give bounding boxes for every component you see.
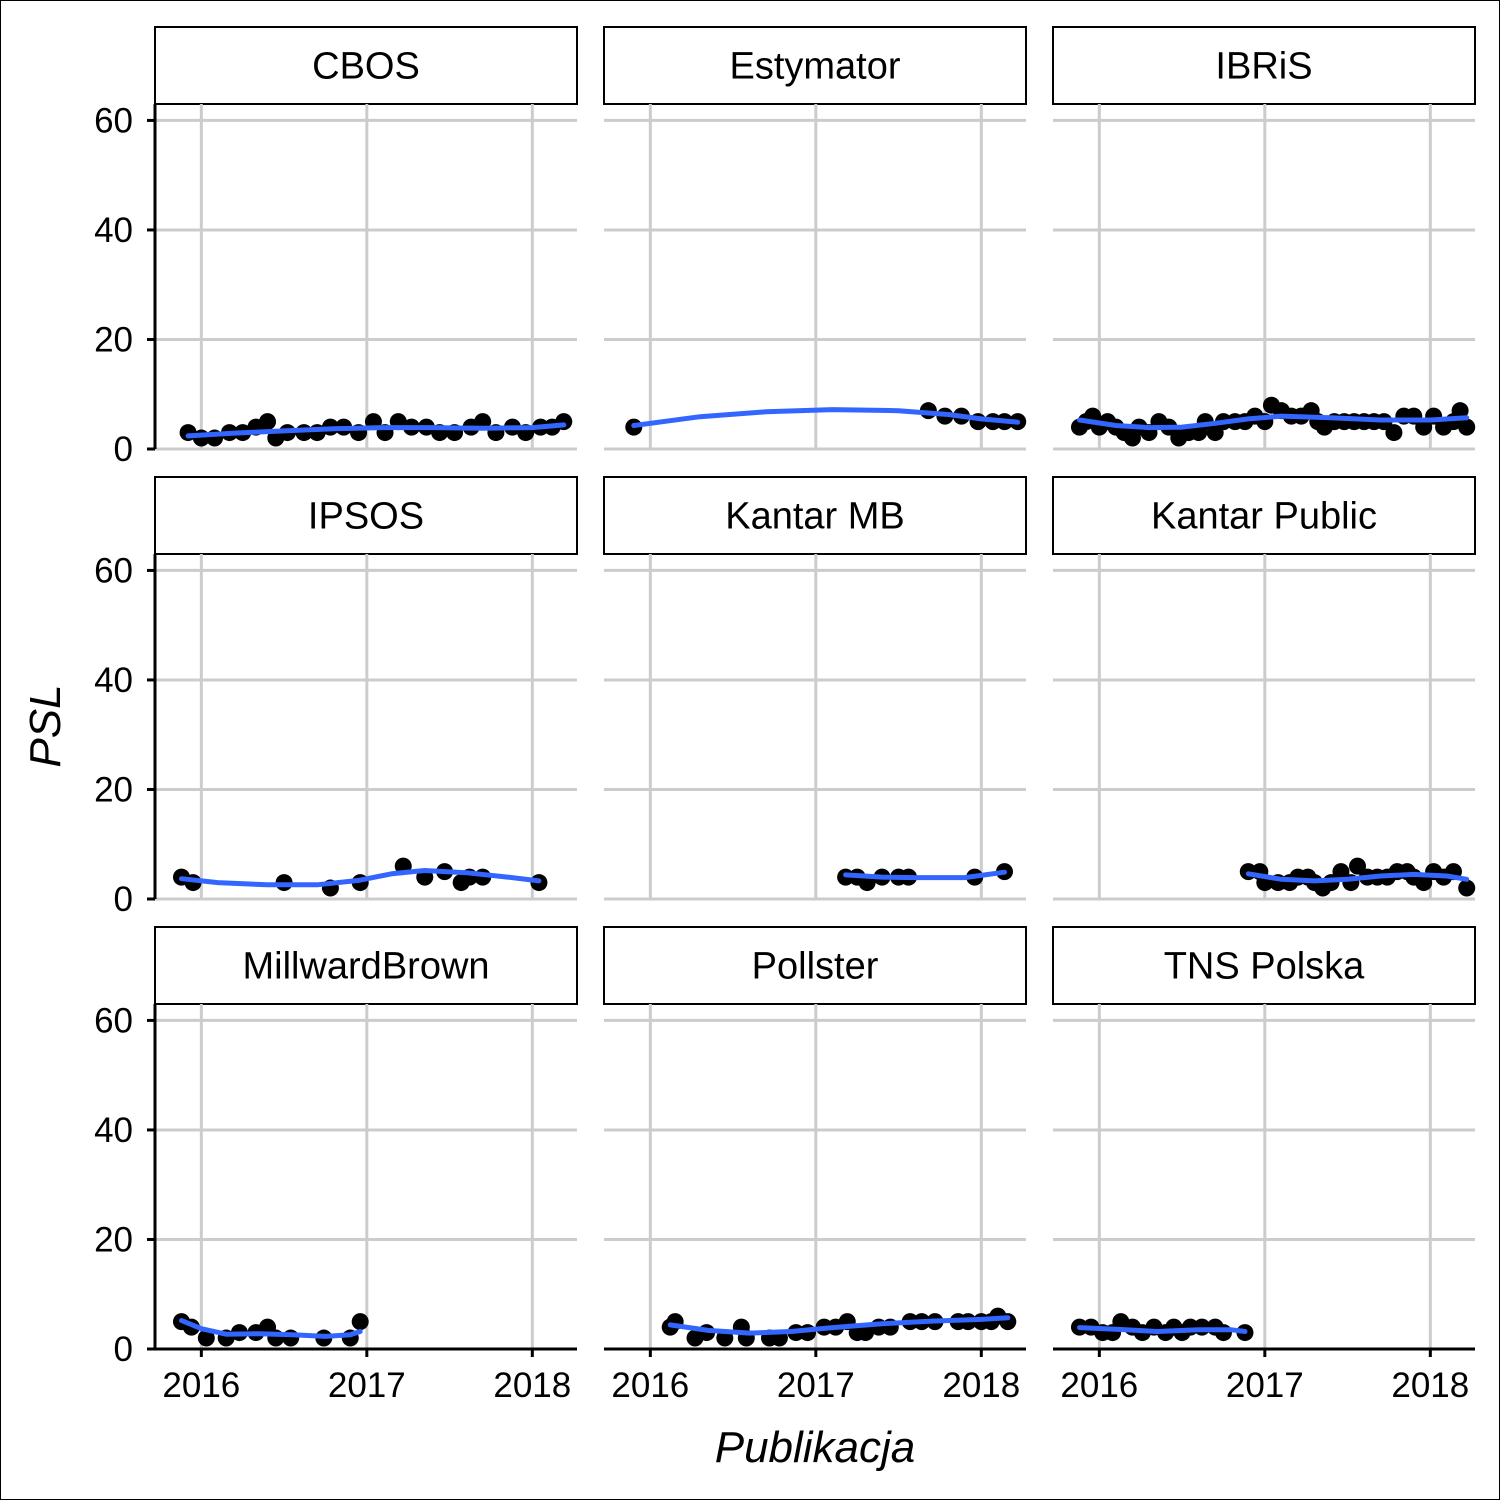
smooth-line <box>1245 871 1470 884</box>
facet-strip <box>1052 26 1476 105</box>
data-point <box>351 1313 369 1331</box>
y-tick-label: 0 <box>114 880 133 919</box>
facet-strip <box>603 926 1027 1005</box>
facet-strip-label: Kantar Public <box>1151 496 1377 538</box>
facet-panel: TNS Polska 2016 2017 2018 <box>1052 926 1476 1405</box>
y-tick-label: 20 <box>94 770 133 809</box>
facet-strip <box>154 476 578 555</box>
smooth-line <box>179 868 542 888</box>
y-axis-title: PSL <box>21 684 70 767</box>
y-tick-label: 0 <box>114 1330 133 1369</box>
smooth-line <box>185 422 567 439</box>
data-point <box>856 1324 874 1342</box>
facet-panel: Pollster 2016 2017 2018 <box>603 926 1027 1405</box>
y-tick-label: 40 <box>94 1111 133 1150</box>
facet-panel: IPSOS 0 20 40 60 <box>94 476 578 919</box>
smooth-line <box>1077 1325 1248 1334</box>
x-tick-label: 2016 <box>1060 1366 1138 1405</box>
data-point <box>197 1329 215 1347</box>
facet-strip <box>1052 476 1476 555</box>
y-tick-label: 60 <box>94 551 133 590</box>
facet-strip <box>1052 926 1476 1005</box>
x-tick-label: 2018 <box>1391 1366 1469 1405</box>
x-tick-label: 2017 <box>777 1366 855 1405</box>
data-point <box>1415 874 1433 892</box>
data-point <box>259 413 277 431</box>
y-tick-label: 40 <box>94 211 133 250</box>
facet-strip-label: IBRiS <box>1215 46 1312 88</box>
x-tick-label: 2018 <box>942 1366 1020 1405</box>
smooth-line <box>843 869 1007 881</box>
facet-strip-label: Kantar MB <box>725 496 905 538</box>
y-tick-label: 20 <box>94 1220 133 1259</box>
x-axis-title: Publikacja <box>715 1423 916 1472</box>
y-tick-label: 20 <box>94 320 133 359</box>
data-point <box>1385 424 1403 442</box>
x-tick-label: 2018 <box>493 1366 571 1405</box>
data-point <box>1214 1324 1232 1342</box>
x-tick-label: 2016 <box>162 1366 240 1405</box>
facet-strip-label: IPSOS <box>308 496 424 538</box>
facet-strip-label: TNS Polska <box>1164 946 1365 988</box>
facet-panel: Kantar Public <box>1052 476 1476 901</box>
facet-panel: Kantar MB <box>603 476 1027 901</box>
facet-panel: MillwardBrown 0 20 40 60 2016 2017 2018 <box>94 926 578 1405</box>
x-tick-label: 2017 <box>328 1366 406 1405</box>
data-point <box>1349 857 1367 875</box>
data-point <box>1451 402 1469 420</box>
facet-strip-label: Estymator <box>729 46 900 88</box>
smooth-line <box>1077 413 1470 431</box>
facet-strip-label: Pollster <box>752 946 879 988</box>
data-point <box>1458 418 1476 436</box>
smooth-line <box>179 1318 363 1339</box>
facet-strip-label: CBOS <box>312 46 420 88</box>
facet-strip-label: MillwardBrown <box>242 946 489 988</box>
data-point <box>1332 863 1350 881</box>
smooth-line <box>631 407 1021 428</box>
y-tick-label: 40 <box>94 661 133 700</box>
facet-panel: Estymator <box>603 26 1027 451</box>
x-tick-label: 2016 <box>611 1366 689 1405</box>
y-tick-label: 60 <box>94 101 133 140</box>
y-tick-label: 0 <box>114 430 133 469</box>
facet-strip <box>154 26 578 105</box>
data-point <box>1415 418 1433 436</box>
smooth-line <box>667 1315 1011 1336</box>
y-tick-label: 60 <box>94 1001 133 1040</box>
facet-strip <box>603 476 1027 555</box>
facet-strip <box>154 926 578 1005</box>
facet-panel: CBOS 0 20 40 60 <box>94 26 578 469</box>
data-point <box>1458 879 1476 897</box>
facet-panels: CBOS 0 20 40 60 Estymator IBRiS IPSOS 0 20 40 60 Kan… <box>94 26 1476 1405</box>
x-tick-label: 2017 <box>1226 1366 1304 1405</box>
facet-panel: IBRiS <box>1052 26 1476 451</box>
